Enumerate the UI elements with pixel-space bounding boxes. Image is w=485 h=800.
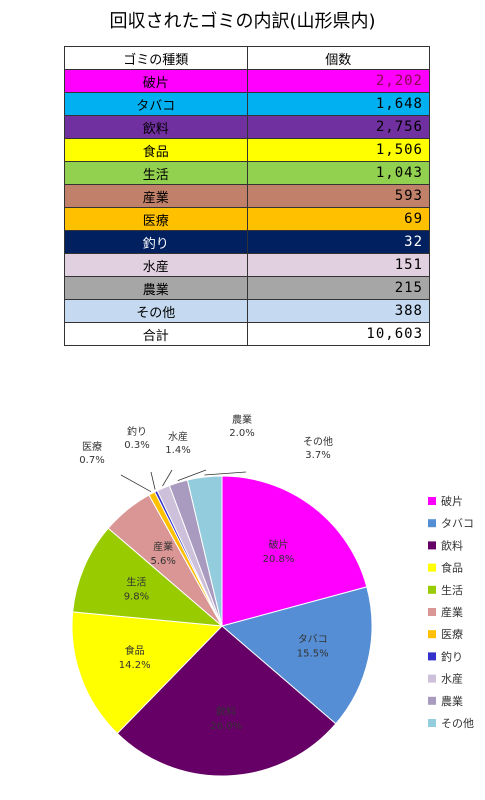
table-row: 破片 2,202: [64, 69, 430, 93]
slice-percent-label: 2.0%: [229, 428, 254, 439]
slice-label: その他: [303, 435, 333, 448]
legend-swatch: [428, 563, 436, 572]
table-cell-category: タバコ: [64, 92, 248, 116]
slice-percent-label: 26.0%: [210, 721, 242, 732]
table-cell-category: 医療: [64, 207, 248, 231]
table-cell-category: 水産: [64, 253, 248, 277]
table-cell-category: 農業: [64, 276, 248, 300]
table-cell-category: 生活: [64, 161, 248, 185]
legend-label: 産業: [441, 606, 463, 619]
table-cell-count: 2,756: [246, 115, 430, 139]
table-cell-count: 593: [246, 184, 430, 208]
slice-percent-label: 1.4%: [165, 445, 190, 456]
slice-label: タバコ: [298, 634, 328, 646]
table-cell-count: 1,043: [246, 161, 430, 185]
legend-label: 水産: [441, 673, 463, 686]
table-header-row: ゴミの種類 個数: [64, 46, 430, 70]
table-cell-count: 69: [246, 207, 430, 231]
leader-line: [150, 471, 156, 490]
table-cell-category: 食品: [64, 138, 248, 162]
legend-label: 破片: [441, 494, 463, 508]
legend-label: 農業: [441, 694, 463, 708]
table-row: 合計 10,603: [64, 322, 430, 346]
slice-label: 生活: [126, 576, 146, 589]
legend-label: 生活: [441, 583, 463, 597]
table-cell-count: 388: [246, 299, 430, 323]
slice-percent-label: 20.8%: [263, 554, 295, 565]
table-cell-count: 215: [246, 276, 430, 300]
pie-chart: 破片 20.8% タバコ 15.5% 飲料 26.0% 食品 14.2% 生活 9.8% 産業 5.6…: [71, 413, 474, 777]
slice-percent-label: 14.2%: [119, 660, 151, 671]
leader-line: [177, 469, 207, 481]
column-header-type: ゴミの種類: [64, 46, 248, 70]
legend-swatch: [428, 630, 436, 639]
pie-slice: [221, 475, 368, 627]
table-row: 食品 1,506: [64, 138, 430, 162]
legend-label: その他: [441, 717, 474, 730]
legend-swatch: [428, 696, 436, 705]
column-header-count: 個数: [246, 46, 430, 70]
leader-line: [204, 471, 247, 476]
slice-label: 水産: [168, 430, 188, 443]
slice-percent-label: 5.6%: [150, 556, 175, 567]
pie-slice: [72, 527, 224, 627]
legend-label: 飲料: [441, 538, 463, 552]
table-row: 農業 215: [64, 276, 430, 300]
leader-line: [162, 469, 173, 487]
pie-slice: [220, 586, 373, 725]
table-row: 釣り 32: [64, 230, 430, 254]
table-cell-count: 2,202: [246, 69, 430, 93]
leader-line: [120, 474, 152, 493]
slice-label: 飲料: [216, 705, 236, 718]
legend-swatch: [428, 585, 436, 594]
table-row: タバコ 1,648: [64, 92, 430, 116]
legend-swatch: [428, 719, 436, 727]
table-cell-category: 破片: [64, 69, 248, 93]
legend-label: 医療: [441, 627, 463, 641]
legend-swatch: [428, 608, 436, 616]
slice-label: 破片: [269, 538, 289, 551]
table-title: 回収されたゴミの内訳(山形県内): [109, 11, 376, 32]
table-cell-category: 合計: [64, 322, 248, 346]
table-cell-category: 釣り: [64, 230, 248, 254]
pie-slice: [186, 475, 223, 627]
table-row: 水産 151: [64, 253, 430, 277]
legend-swatch: [428, 652, 436, 661]
slice-percent-label: 0.7%: [79, 455, 104, 466]
slice-percent-label: 9.8%: [124, 592, 149, 603]
legend-label: 釣り: [441, 649, 463, 663]
table-cell-count: 10,603: [246, 322, 430, 346]
legend-swatch: [428, 541, 436, 550]
garbage-breakdown-table: ゴミの種類 個数 破片 2,202 タバコ 1,648 飲料 2,756 食品 1,506 生活…: [64, 46, 430, 346]
table-row: 飲料 2,756: [64, 115, 430, 139]
slice-label: 食品: [125, 644, 145, 657]
pie-slice: [116, 625, 337, 777]
slice-percent-label: 0.3%: [124, 440, 149, 451]
legend-swatch: [428, 674, 436, 683]
legend-swatch: [428, 519, 436, 528]
table-cell-count: 1,506: [246, 138, 430, 162]
table-row: 生活 1,043: [64, 161, 430, 185]
slice-label: 産業: [153, 540, 173, 553]
table-cell-category: 飲料: [64, 115, 248, 139]
legend-label: 食品: [441, 561, 463, 575]
table-row: 医療 69: [64, 207, 430, 231]
slice-label: 農業: [232, 413, 252, 426]
table-cell-count: 32: [246, 230, 430, 254]
table-row: その他 388: [64, 299, 430, 323]
legend-swatch: [428, 497, 436, 505]
table-cell-category: その他: [64, 299, 248, 323]
table-cell-category: 産業: [64, 184, 248, 208]
table-row: 産業 593: [64, 184, 430, 208]
pie-slice: [71, 611, 224, 735]
slice-percent-label: 15.5%: [297, 649, 329, 660]
slice-label: 医療: [82, 440, 102, 453]
legend-label: タバコ: [441, 517, 474, 530]
slice-percent-label: 3.7%: [305, 450, 330, 461]
table-cell-count: 151: [246, 253, 430, 277]
table-cell-count: 1,648: [246, 92, 430, 116]
slice-label: 釣り: [127, 425, 147, 438]
